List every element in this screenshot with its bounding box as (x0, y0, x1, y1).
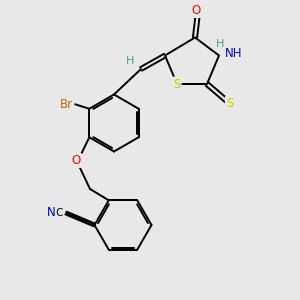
Text: Br: Br (60, 98, 74, 111)
Text: NH: NH (224, 47, 242, 61)
Text: C: C (56, 208, 63, 218)
Text: O: O (192, 4, 201, 17)
Text: N: N (46, 206, 56, 220)
Text: O: O (72, 154, 81, 167)
Text: S: S (173, 77, 181, 91)
Text: H: H (216, 39, 225, 49)
Text: H: H (126, 56, 135, 67)
Text: S: S (226, 97, 233, 110)
